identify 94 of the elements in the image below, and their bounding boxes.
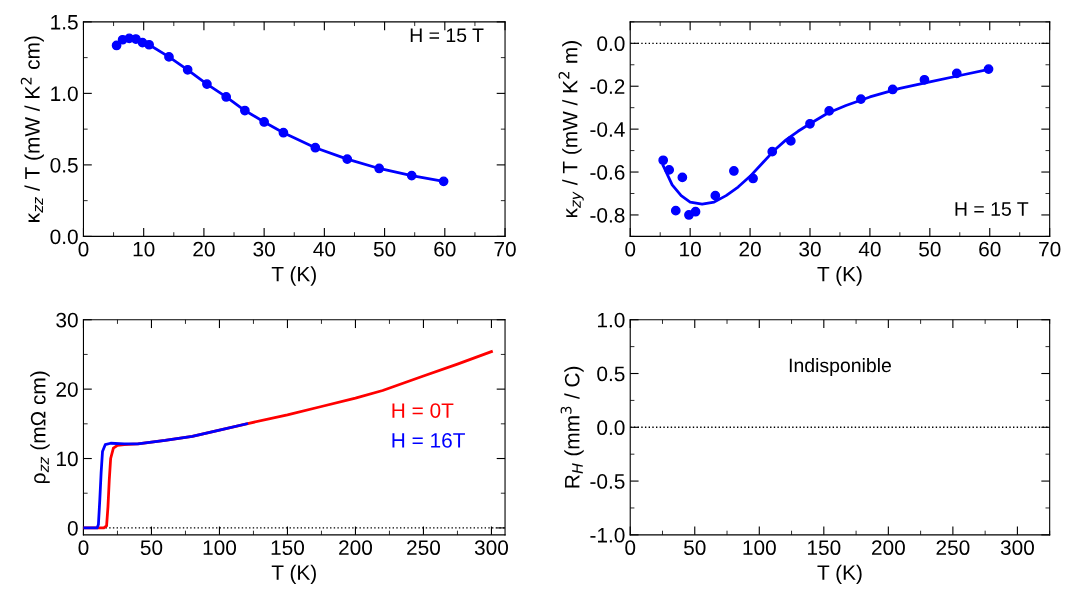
point (670, 205, 681, 216)
point (164, 52, 174, 62)
x-tick-label: 150 (808, 540, 841, 556)
x-tick-label: 300 (474, 540, 509, 556)
x-tick-label: 20 (739, 241, 761, 257)
point (824, 106, 835, 116)
y-tick-label: 0.0 (597, 36, 625, 52)
x-axis-title: T (K) (817, 266, 862, 286)
x-tick-label: 40 (313, 241, 336, 257)
point (374, 163, 385, 174)
y-tick-label: 0.5 (597, 366, 625, 382)
x-tick-label: 0 (78, 241, 89, 257)
y-tick-label: -0.8 (590, 207, 625, 223)
point (259, 117, 269, 127)
x-tick-label: 30 (799, 241, 821, 257)
annotation: Indisponible (789, 358, 891, 377)
x-tick-label: 0 (78, 540, 89, 556)
y-axis-title: κ$_{zz}$ / T (mW / K$^{2}$ cm) (20, 36, 44, 222)
x-tick-label: 20 (193, 241, 215, 257)
point (202, 79, 212, 89)
x-tick-label: 70 (1039, 241, 1061, 257)
y-tick-label: 1.0 (51, 86, 78, 102)
x-tick-label: 50 (140, 540, 163, 556)
point (856, 94, 866, 104)
x-tick-label: 60 (979, 241, 1001, 257)
x-tick-label: 10 (680, 241, 701, 257)
point (919, 74, 930, 85)
point (278, 127, 289, 138)
x-tick-label: 100 (743, 540, 776, 556)
x-axis-title: T (K) (271, 564, 316, 585)
point (767, 146, 778, 157)
y-tick-label: -0.6 (590, 165, 625, 180)
point (182, 64, 193, 75)
point (710, 190, 721, 201)
point (658, 155, 669, 166)
y-tick-label: 1.5 (51, 15, 78, 30)
point (983, 64, 994, 74)
y-axis-title: κ$_{zy}$ / T (mW / K$^{2}$ m) (558, 41, 584, 218)
y-tick-label: -0.4 (590, 122, 625, 137)
point (342, 154, 353, 165)
x-tick-label: 200 (339, 540, 373, 556)
y-axis-title: R$_{H}$ (mm$^{3}$ / C) (560, 366, 584, 488)
x-tick-label: 40 (858, 241, 881, 257)
y-tick-label: 30 (56, 312, 78, 328)
point (785, 136, 796, 146)
x-tick-label: 100 (203, 540, 237, 556)
annotation: H = 15 T (410, 28, 484, 43)
point (221, 92, 232, 102)
series-label: H = 0T (392, 403, 454, 418)
point (438, 176, 449, 187)
x-tick-label: 250 (407, 540, 441, 556)
point (887, 84, 898, 95)
x-tick-label: 50 (373, 241, 396, 257)
x-tick-label: 50 (684, 540, 706, 556)
point (951, 68, 962, 79)
point (729, 166, 739, 176)
line-series (83, 422, 249, 530)
y-axis-title: ρ$_{zz}$ (mΩ cm) (30, 371, 50, 484)
point (805, 118, 815, 129)
point (748, 173, 758, 184)
y-tick-label: 0 (67, 520, 78, 536)
x-tick-label: 70 (494, 241, 516, 257)
point (684, 210, 694, 220)
y-tick-label: 0.5 (50, 157, 78, 173)
x-tick-label: 0 (625, 540, 636, 556)
x-tick-label: 200 (872, 540, 905, 556)
y-tick-label: -0.5 (590, 474, 625, 489)
point (677, 172, 688, 183)
point (144, 39, 154, 50)
x-tick-label: 60 (434, 241, 456, 257)
x-tick-label: 0 (625, 241, 636, 257)
y-tick-label: 0.0 (50, 229, 78, 245)
x-tick-label: 10 (133, 241, 155, 257)
point (240, 105, 250, 116)
y-tick-label: 10 (57, 451, 78, 467)
x-tick-label: 30 (253, 241, 275, 257)
point (664, 165, 675, 175)
text: H = 16T (392, 433, 465, 448)
y-tick-label: 1.0 (598, 312, 625, 328)
point (690, 206, 701, 217)
y-tick-label: -1.0 (590, 527, 625, 543)
point (310, 142, 321, 153)
point (111, 40, 122, 51)
x-tick-label: 250 (936, 540, 970, 556)
x-axis-title: T (K) (271, 266, 316, 286)
x-tick-label: 150 (271, 540, 305, 556)
point (406, 170, 417, 181)
y-tick-label: -0.2 (590, 79, 625, 94)
y-tick-label: 0.0 (597, 420, 625, 436)
x-tick-label: 50 (919, 241, 941, 257)
annotation: H = 15 T (955, 202, 1029, 216)
y-tick-label: 20 (56, 382, 78, 397)
x-axis-title: T (K) (817, 564, 862, 585)
x-tick-label: 300 (1000, 540, 1034, 556)
